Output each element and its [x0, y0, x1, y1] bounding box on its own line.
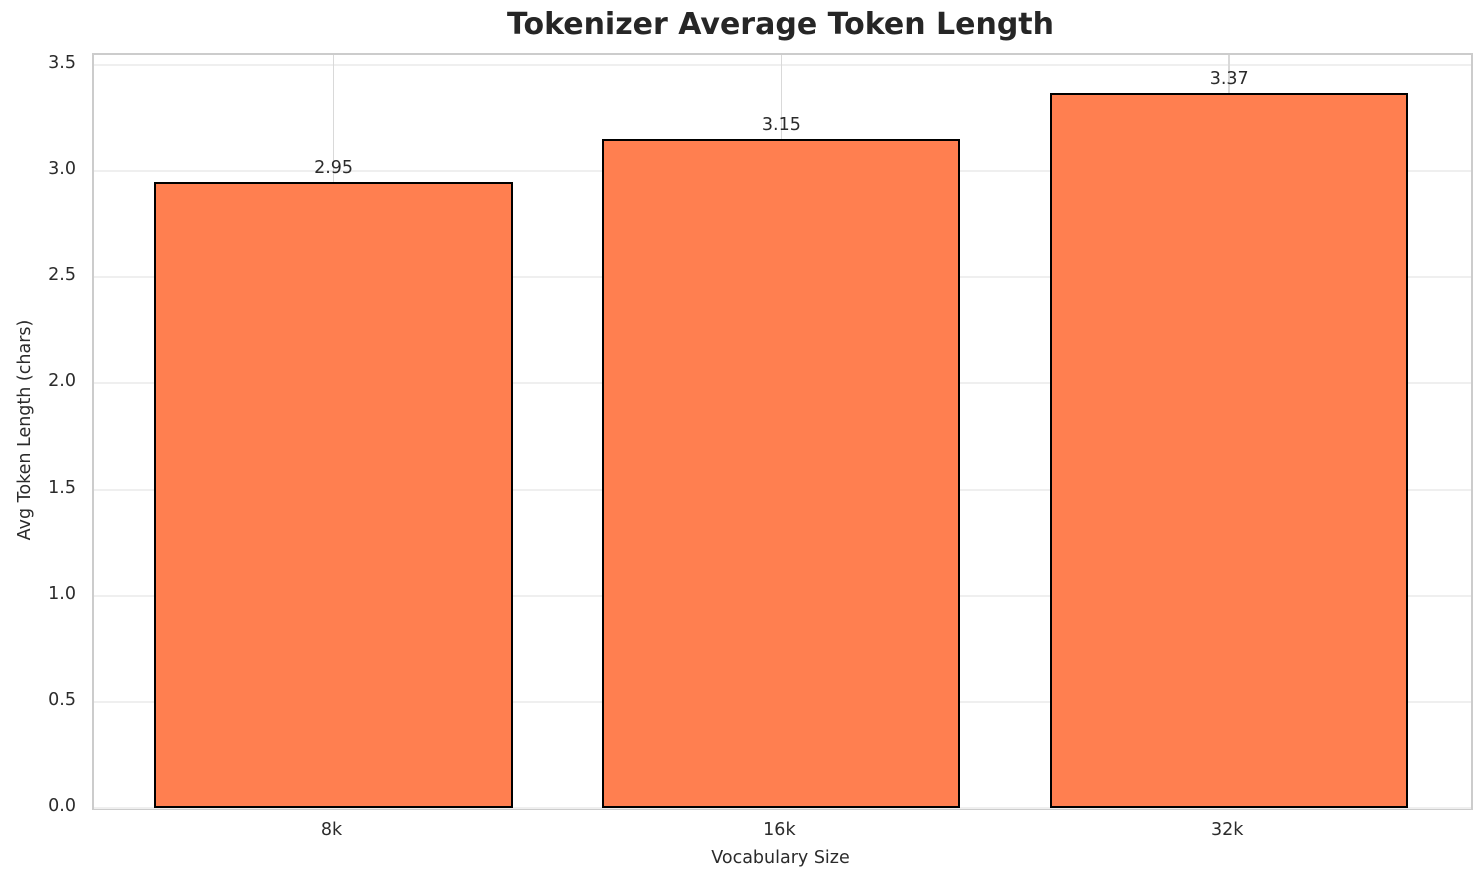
bar [602, 139, 961, 808]
x-tick-label: 16k [763, 820, 796, 840]
bar-value-label: 2.95 [314, 157, 354, 178]
x-axis-label: Vocabulary Size [711, 848, 850, 868]
bars-group: 2.95 3.15 3.37 [94, 55, 1471, 808]
x-tick-label: 8k [320, 820, 343, 840]
plot-area: 2.95 3.15 3.37 [92, 53, 1473, 810]
y-axis-label: Avg Token Length (chars) [15, 319, 35, 541]
y-tick-label: 0.5 [48, 689, 76, 710]
gridline-horizontal [94, 63, 1471, 66]
y-tick-label: 2.0 [48, 371, 76, 392]
chart-title: Tokenizer Average Token Length [506, 7, 1054, 42]
bar [154, 181, 513, 808]
y-tick-label: 3.0 [48, 159, 76, 180]
bar-value-label: 3.15 [761, 115, 801, 136]
bar [1050, 92, 1409, 808]
x-tick-label: 32k [1210, 820, 1244, 840]
y-tick-label: 2.5 [48, 265, 76, 286]
y-tick-label: 1.5 [48, 477, 76, 498]
y-tick-label: 3.5 [48, 52, 76, 73]
gridline-horizontal [94, 807, 1471, 809]
y-tick-label: 1.0 [48, 583, 76, 604]
bar-value-label: 3.37 [1209, 68, 1249, 89]
y-tick-label: 0.0 [48, 796, 76, 816]
